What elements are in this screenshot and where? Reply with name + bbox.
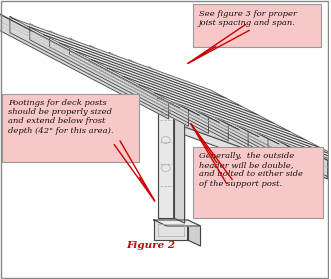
Polygon shape [139, 85, 331, 165]
Polygon shape [109, 53, 299, 151]
Polygon shape [154, 220, 201, 226]
Text: See figure 3 for proper
joist spacing and span.: See figure 3 for proper joist spacing an… [199, 10, 297, 27]
Polygon shape [50, 31, 228, 141]
Polygon shape [129, 60, 319, 158]
Polygon shape [10, 16, 200, 115]
Polygon shape [70, 38, 259, 137]
Polygon shape [107, 68, 322, 148]
Text: Figure 2: Figure 2 [126, 241, 175, 250]
Polygon shape [10, 16, 189, 126]
Polygon shape [188, 220, 201, 246]
FancyBboxPatch shape [193, 146, 323, 218]
Polygon shape [158, 98, 174, 218]
Polygon shape [60, 43, 274, 123]
Polygon shape [70, 38, 248, 148]
Polygon shape [30, 24, 219, 122]
Polygon shape [149, 67, 331, 166]
Polygon shape [12, 18, 226, 98]
Text: Generally,  the outside
header will be double,
and bolted to either side
of the : Generally, the outside header will be do… [199, 152, 303, 187]
Polygon shape [0, 9, 180, 108]
Text: Footings for deck posts
should be properly sized
and extend below frost
depth (4: Footings for deck posts should be proper… [8, 99, 114, 134]
Polygon shape [129, 60, 308, 169]
FancyBboxPatch shape [193, 4, 321, 47]
Polygon shape [89, 45, 268, 155]
Polygon shape [123, 76, 331, 157]
Polygon shape [0, 9, 169, 119]
Polygon shape [30, 24, 209, 133]
Polygon shape [155, 93, 331, 173]
Polygon shape [174, 98, 185, 223]
Polygon shape [163, 102, 317, 183]
Polygon shape [154, 220, 188, 240]
Polygon shape [91, 60, 306, 140]
Polygon shape [174, 98, 331, 159]
FancyBboxPatch shape [2, 93, 139, 162]
Polygon shape [158, 98, 185, 103]
Polygon shape [28, 26, 242, 107]
Polygon shape [75, 51, 290, 132]
Polygon shape [44, 35, 258, 115]
Polygon shape [89, 45, 279, 144]
Polygon shape [50, 31, 239, 130]
Polygon shape [149, 67, 328, 177]
Polygon shape [174, 98, 328, 179]
Polygon shape [109, 53, 288, 162]
